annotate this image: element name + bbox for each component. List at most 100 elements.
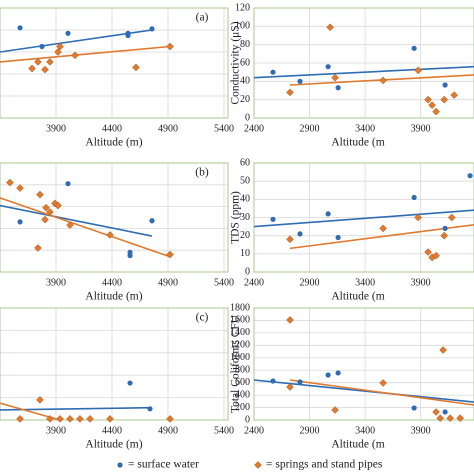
point	[335, 85, 341, 91]
point	[42, 203, 50, 212]
point	[414, 213, 422, 222]
point	[325, 211, 331, 217]
point	[467, 173, 473, 179]
x-tick-label: 4400	[102, 277, 122, 288]
point	[432, 251, 440, 260]
point	[379, 379, 387, 387]
y-tick-label: 10	[240, 248, 250, 259]
y-tick-label: 1800	[230, 302, 250, 313]
point	[428, 101, 436, 110]
point	[436, 414, 445, 422]
point	[149, 218, 155, 224]
x-tick-label: 3400	[355, 425, 375, 436]
point	[66, 415, 74, 423]
x-tick-label: 2900	[300, 277, 320, 288]
point	[270, 216, 276, 222]
point	[41, 65, 49, 74]
y-tick-label: 0	[245, 266, 250, 277]
y-tick-label: 400	[235, 389, 250, 400]
x-tick-label: 3900	[411, 123, 431, 134]
x-tick-label: 5400	[214, 425, 234, 436]
y-tick-label: 60	[240, 57, 250, 68]
point	[432, 107, 440, 116]
x-tick-label: 2900	[300, 425, 320, 436]
plot-border	[253, 307, 474, 421]
point	[65, 30, 71, 36]
point	[147, 406, 153, 412]
point	[16, 184, 24, 192]
y-tick-label: 1600	[230, 315, 250, 326]
y-tick-label: 40	[240, 194, 250, 205]
point	[447, 213, 456, 222]
point	[325, 372, 331, 378]
point	[442, 409, 448, 415]
y-axis-label: Conductivity (μS)	[230, 21, 242, 104]
x-axis-label: Altitude (m	[331, 439, 384, 451]
point	[439, 346, 447, 354]
x-axis-label: Altitude (m)	[85, 137, 142, 149]
y-tick-label: 1400	[230, 327, 250, 338]
plot-border	[0, 162, 229, 273]
x-tick-label: 3900	[46, 425, 66, 436]
point	[335, 370, 341, 376]
point	[270, 378, 276, 384]
plot-border	[0, 7, 229, 119]
x-axis-label: Altitude (m)	[85, 439, 142, 451]
y-tick-label: 1000	[230, 352, 250, 363]
point	[442, 82, 448, 88]
x-tick-label: 4900	[158, 123, 178, 134]
y-tick-label: 0	[245, 414, 250, 425]
y-tick-label: 120	[235, 2, 250, 13]
point	[17, 219, 23, 225]
point	[335, 234, 341, 241]
legend-label: = springs and stand pipes	[266, 459, 383, 471]
point	[54, 48, 62, 56]
point	[56, 415, 64, 423]
x-tick-label: 2900	[300, 123, 320, 134]
point	[440, 231, 449, 240]
point	[286, 235, 294, 244]
point	[297, 379, 303, 385]
y-tick-label: 100	[235, 21, 250, 32]
point	[379, 76, 387, 85]
point	[411, 194, 417, 201]
panel: 3900 4400 4900 5400 Altitude (m) (a)	[0, 7, 234, 149]
point	[270, 69, 276, 75]
trend-line	[253, 379, 474, 403]
point	[86, 415, 94, 423]
point	[56, 42, 64, 51]
point	[411, 405, 417, 411]
point	[411, 45, 417, 51]
trend-line	[253, 209, 474, 228]
legend-label: = surface water	[128, 459, 199, 471]
y-axis-label: TDS (ppm)	[230, 191, 242, 244]
point	[54, 201, 62, 210]
point	[76, 415, 84, 423]
x-tick-label: 4400	[102, 123, 122, 134]
y-tick-label: 60	[240, 157, 250, 168]
point	[414, 66, 422, 75]
point	[106, 231, 114, 239]
plot-border	[0, 307, 229, 421]
point	[127, 380, 133, 386]
trend-line	[0, 45, 171, 63]
point	[379, 224, 387, 233]
x-tick-label: 3900	[46, 123, 66, 134]
x-axis-label: Altitude (m	[331, 137, 384, 149]
y-tick-label: 200	[235, 402, 250, 413]
y-tick-label: 1200	[230, 340, 250, 351]
point	[331, 406, 339, 414]
point	[149, 26, 155, 32]
panel: 3900 4400 4900 5400 Altitude (m) (b)	[0, 162, 234, 303]
point	[17, 25, 23, 31]
point	[440, 95, 449, 104]
point	[46, 415, 54, 423]
x-axis-label: Altitude (m	[331, 291, 384, 303]
point	[36, 190, 44, 199]
x-tick-label: 3400	[355, 277, 375, 288]
point	[450, 91, 459, 99]
panel-label: (c)	[196, 312, 209, 324]
panel: 3900 4400 4900 5400 Altitude (m) (c)	[0, 307, 234, 451]
